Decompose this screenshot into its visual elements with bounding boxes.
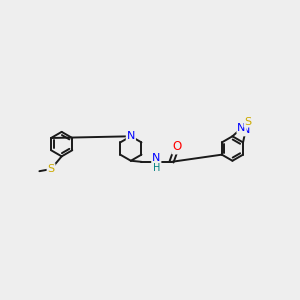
Text: H: H	[153, 163, 160, 173]
Text: N: N	[127, 131, 135, 141]
Text: S: S	[244, 117, 251, 127]
Text: N: N	[237, 123, 246, 133]
Text: O: O	[172, 140, 182, 154]
Text: N: N	[242, 125, 250, 135]
Text: S: S	[47, 164, 55, 174]
Text: N: N	[152, 153, 160, 163]
